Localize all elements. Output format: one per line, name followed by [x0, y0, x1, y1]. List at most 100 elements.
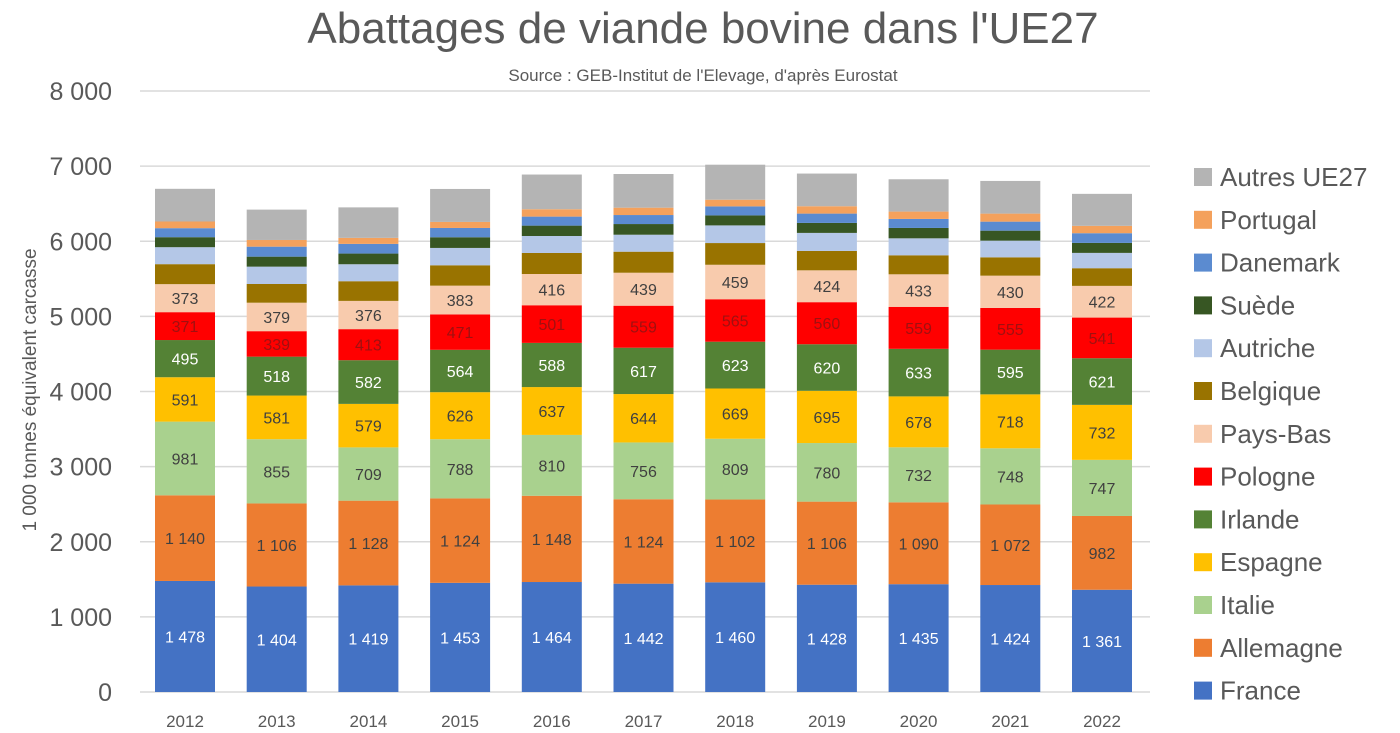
- data-label: 588: [538, 358, 565, 375]
- bar-segment: [613, 499, 674, 584]
- bar-segment: [888, 447, 949, 503]
- bar-segment: [155, 284, 215, 313]
- bar-segment: [521, 225, 582, 236]
- bar-segment: [155, 340, 215, 378]
- data-label: 747: [1089, 481, 1116, 498]
- x-tick-label: 2016: [533, 712, 571, 731]
- data-label: 788: [447, 462, 474, 479]
- bar-segment: [980, 504, 1041, 586]
- bar-segment: [980, 448, 1041, 505]
- bar-segment: [338, 500, 399, 586]
- bar-segment: [1072, 242, 1132, 253]
- bar-segment: [246, 246, 307, 257]
- legend-label: France: [1220, 676, 1301, 706]
- legend-swatch: [1194, 296, 1212, 315]
- data-label: 555: [997, 322, 1024, 339]
- data-label: 582: [355, 375, 382, 392]
- data-label: 1 361: [1082, 634, 1122, 651]
- bar-segment: [796, 232, 857, 251]
- data-label: 376: [355, 308, 382, 325]
- bar-segment: [796, 584, 857, 692]
- bar-segment: [246, 439, 307, 504]
- bar-segment: [155, 312, 215, 341]
- bar-segment: [521, 495, 582, 583]
- data-label: 1 140: [165, 531, 205, 548]
- bar-segment: [888, 274, 949, 307]
- data-label: 1 124: [623, 534, 663, 551]
- legend-label: Italie: [1220, 590, 1275, 620]
- x-tick-label: 2022: [1083, 712, 1121, 731]
- data-label: 471: [447, 325, 474, 342]
- data-label: 416: [538, 283, 565, 300]
- x-tick-label: 2020: [900, 712, 938, 731]
- bar-segment: [338, 585, 399, 692]
- data-label: 1 124: [440, 534, 480, 551]
- y-tick-label: 1 000: [49, 604, 112, 632]
- bar-segment: [1072, 285, 1132, 318]
- bar-segment: [430, 582, 491, 692]
- bar-segment: [246, 209, 307, 240]
- data-label: 459: [722, 275, 749, 292]
- bar-segment: [705, 215, 766, 226]
- data-label: 748: [997, 469, 1024, 486]
- bar-segment: [521, 434, 582, 496]
- bar-segment: [796, 222, 857, 233]
- data-label: 371: [172, 319, 199, 336]
- data-label: 1 435: [899, 631, 939, 648]
- bar-segment: [705, 206, 766, 216]
- data-label: 1 453: [440, 630, 480, 647]
- data-label: 1 148: [532, 532, 572, 549]
- data-label: 855: [263, 464, 290, 481]
- x-tick-label: 2015: [441, 712, 479, 731]
- data-label: 809: [722, 462, 749, 479]
- bar-segment: [155, 188, 215, 222]
- bar-segment: [888, 584, 949, 692]
- data-label: 620: [814, 361, 841, 378]
- bar-segment: [613, 305, 674, 348]
- data-label: 430: [997, 285, 1024, 302]
- data-label: 495: [172, 352, 199, 369]
- legend-swatch: [1194, 424, 1212, 443]
- bar-segment: [613, 347, 674, 395]
- bar-segment: [888, 396, 949, 448]
- bar-segment: [980, 221, 1041, 231]
- data-label: 433: [905, 284, 932, 301]
- bar-segment: [888, 211, 949, 219]
- bar-segment: [521, 209, 582, 217]
- data-label: 1 102: [715, 534, 755, 551]
- bar-segment: [1072, 225, 1132, 234]
- bar-segment: [796, 206, 857, 214]
- bar-segment: [521, 174, 582, 210]
- bar-segment: [888, 348, 949, 397]
- bar-segment: [1072, 358, 1132, 405]
- bar-segment: [1072, 233, 1132, 243]
- bar-segment: [613, 394, 674, 443]
- data-label: 709: [355, 467, 382, 484]
- data-label: 1 442: [623, 631, 663, 648]
- bar-segment: [613, 174, 674, 208]
- bar-segment: [1072, 459, 1132, 516]
- x-tick-label: 2012: [166, 712, 204, 731]
- data-label: 501: [538, 317, 565, 334]
- bar-segment: [1072, 589, 1132, 692]
- bar-segment: [705, 264, 766, 300]
- legend-swatch: [1194, 382, 1212, 400]
- bar-segment: [246, 239, 307, 247]
- bar-segment: [705, 199, 766, 207]
- bar-segment: [338, 243, 399, 254]
- bar-segment: [155, 264, 215, 285]
- data-label: 1 424: [990, 632, 1030, 649]
- bar-segment: [705, 299, 766, 342]
- bar-segment: [888, 179, 949, 212]
- data-label: 439: [630, 282, 657, 299]
- legend-label: Autres UE27: [1220, 162, 1367, 192]
- bar-segment: [430, 349, 491, 393]
- bar-segment: [613, 215, 674, 225]
- bar-segment: [246, 331, 307, 357]
- data-label: 626: [447, 409, 474, 426]
- x-tick-label: 2017: [625, 712, 663, 731]
- bar-segment: [1072, 404, 1132, 460]
- y-tick-label: 2 000: [49, 529, 112, 557]
- bar-segment: [705, 438, 766, 500]
- bar-segment: [155, 495, 215, 581]
